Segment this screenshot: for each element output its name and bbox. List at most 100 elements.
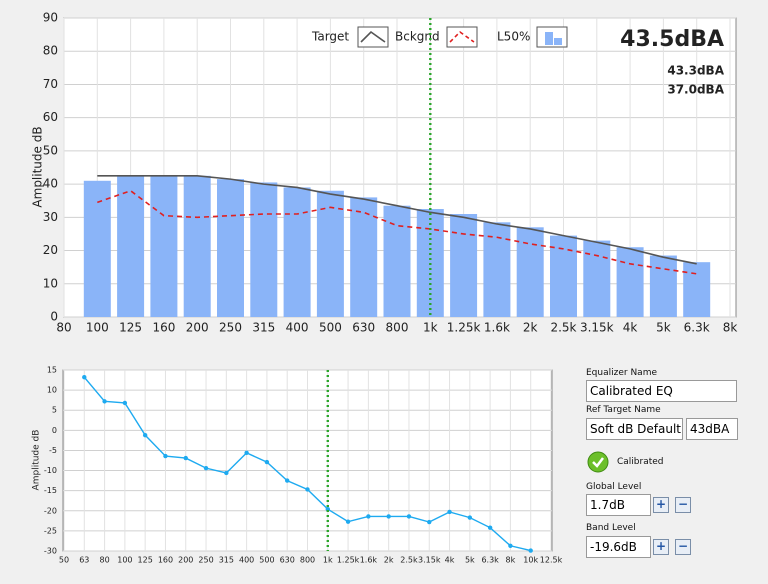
x-tick-label: 200: [178, 556, 193, 565]
text-input[interactable]: 1.7dB: [586, 494, 651, 516]
x-tick-label: 63: [79, 556, 89, 565]
y-tick-label: 90: [43, 11, 58, 25]
point: [386, 514, 391, 519]
decrease-button[interactable]: −: [675, 497, 691, 513]
bar: [250, 182, 278, 317]
point: [224, 470, 229, 476]
text-input[interactable]: 43dBA: [686, 418, 738, 440]
x-tick-label: 250: [219, 321, 242, 335]
decrease-button[interactable]: −: [675, 539, 691, 555]
point: [142, 432, 148, 438]
x-tick-label: 5k: [465, 556, 475, 565]
y-tick-label: 0: [50, 310, 58, 324]
y-tick-label: 5: [52, 406, 57, 415]
legend-icon: [446, 26, 478, 48]
label: Equalizer Name: [586, 368, 657, 378]
x-tick-label: 4k: [445, 556, 455, 565]
legend-label: Target: [311, 30, 349, 44]
x-tick-label: 1.25k: [447, 321, 481, 335]
point: [508, 543, 513, 548]
x-tick-label: 10k: [523, 556, 538, 565]
x-tick-label: 2.5k: [400, 556, 418, 565]
bar: [183, 175, 211, 317]
x-tick-label: 2.5k: [550, 321, 576, 335]
y-tick-label: 50: [43, 143, 58, 157]
x-tick-label: 2k: [384, 556, 394, 565]
x-tick-label: 1k: [323, 556, 333, 565]
increase-button[interactable]: +: [653, 497, 669, 513]
x-tick-label: 800: [300, 556, 315, 565]
y-tick-label: 80: [43, 44, 58, 58]
point: [467, 515, 473, 520]
text-input[interactable]: Calibrated EQ: [586, 380, 737, 402]
point: [285, 478, 290, 483]
x-tick-label: 3.15k: [418, 556, 441, 565]
check-icon: [587, 451, 609, 473]
bar: [649, 255, 677, 317]
bar: [383, 205, 411, 317]
text-input[interactable]: -19.6dB: [586, 536, 651, 558]
bar: [616, 247, 644, 317]
bar: [316, 190, 344, 317]
point: [487, 525, 493, 530]
legend-swatch: [545, 32, 553, 45]
x-tick-label: 315: [252, 321, 275, 335]
bar: [516, 227, 544, 317]
x-tick-label: 500: [319, 321, 342, 335]
label: Global Level: [586, 482, 642, 492]
y-axis-label: Amplitude dB: [31, 126, 45, 207]
x-tick-label: 500: [259, 556, 274, 565]
x-tick-label: 1.25k: [337, 556, 360, 565]
y-tick-label: -10: [44, 466, 57, 475]
bar: [150, 175, 178, 317]
increase-button[interactable]: +: [653, 539, 669, 555]
bar: [283, 187, 311, 317]
x-tick-label: 5k: [656, 321, 671, 335]
point: [264, 459, 270, 465]
point: [345, 519, 351, 524]
legend-swatch: [554, 38, 562, 45]
readout: 43.5dBA: [620, 27, 724, 52]
legend-label: L50%: [497, 30, 530, 44]
status-label: Calibrated: [617, 457, 664, 467]
y-axis-label: Amplitude dB: [32, 430, 42, 491]
y-tick-label: 20: [43, 243, 58, 257]
point: [163, 453, 168, 459]
point: [305, 487, 310, 492]
x-tick-label: 8k: [506, 556, 516, 565]
x-tick-label: 3.15k: [580, 321, 614, 335]
x-tick-label: 8k: [723, 321, 738, 335]
point: [366, 514, 371, 519]
bar: [350, 197, 378, 317]
x-tick-label: 80: [99, 556, 109, 565]
readout: 37.0dBA: [667, 83, 724, 97]
y-tick-label: 40: [43, 177, 58, 191]
text-input[interactable]: Soft dB Default: [586, 418, 683, 440]
legend-swatch: [360, 30, 386, 43]
bar: [683, 262, 711, 317]
bar: [117, 175, 145, 317]
x-tick-label: 125: [138, 556, 153, 565]
label: Ref Target Name: [586, 405, 661, 415]
x-tick-label: 630: [352, 321, 375, 335]
x-tick-label: 400: [239, 556, 254, 565]
x-tick-label: 1.6k: [484, 321, 510, 335]
bar: [217, 179, 244, 317]
point: [122, 400, 128, 406]
legend-label: Bckgnd: [395, 30, 440, 44]
bar: [83, 180, 111, 317]
x-tick-label: 50: [59, 556, 69, 565]
series-line: [97, 189, 697, 275]
x-tick-label: 100: [86, 321, 109, 335]
x-tick-label: 160: [158, 556, 173, 565]
y-tick-label: -20: [44, 506, 57, 515]
y-tick-label: -30: [44, 547, 57, 556]
x-tick-label: 800: [386, 321, 409, 335]
x-tick-label: 1.6k: [360, 556, 378, 565]
bar: [483, 222, 511, 317]
x-tick-label: 2k: [523, 321, 538, 335]
point: [102, 399, 107, 404]
x-tick-label: 400: [286, 321, 309, 335]
series-line: [97, 175, 697, 265]
